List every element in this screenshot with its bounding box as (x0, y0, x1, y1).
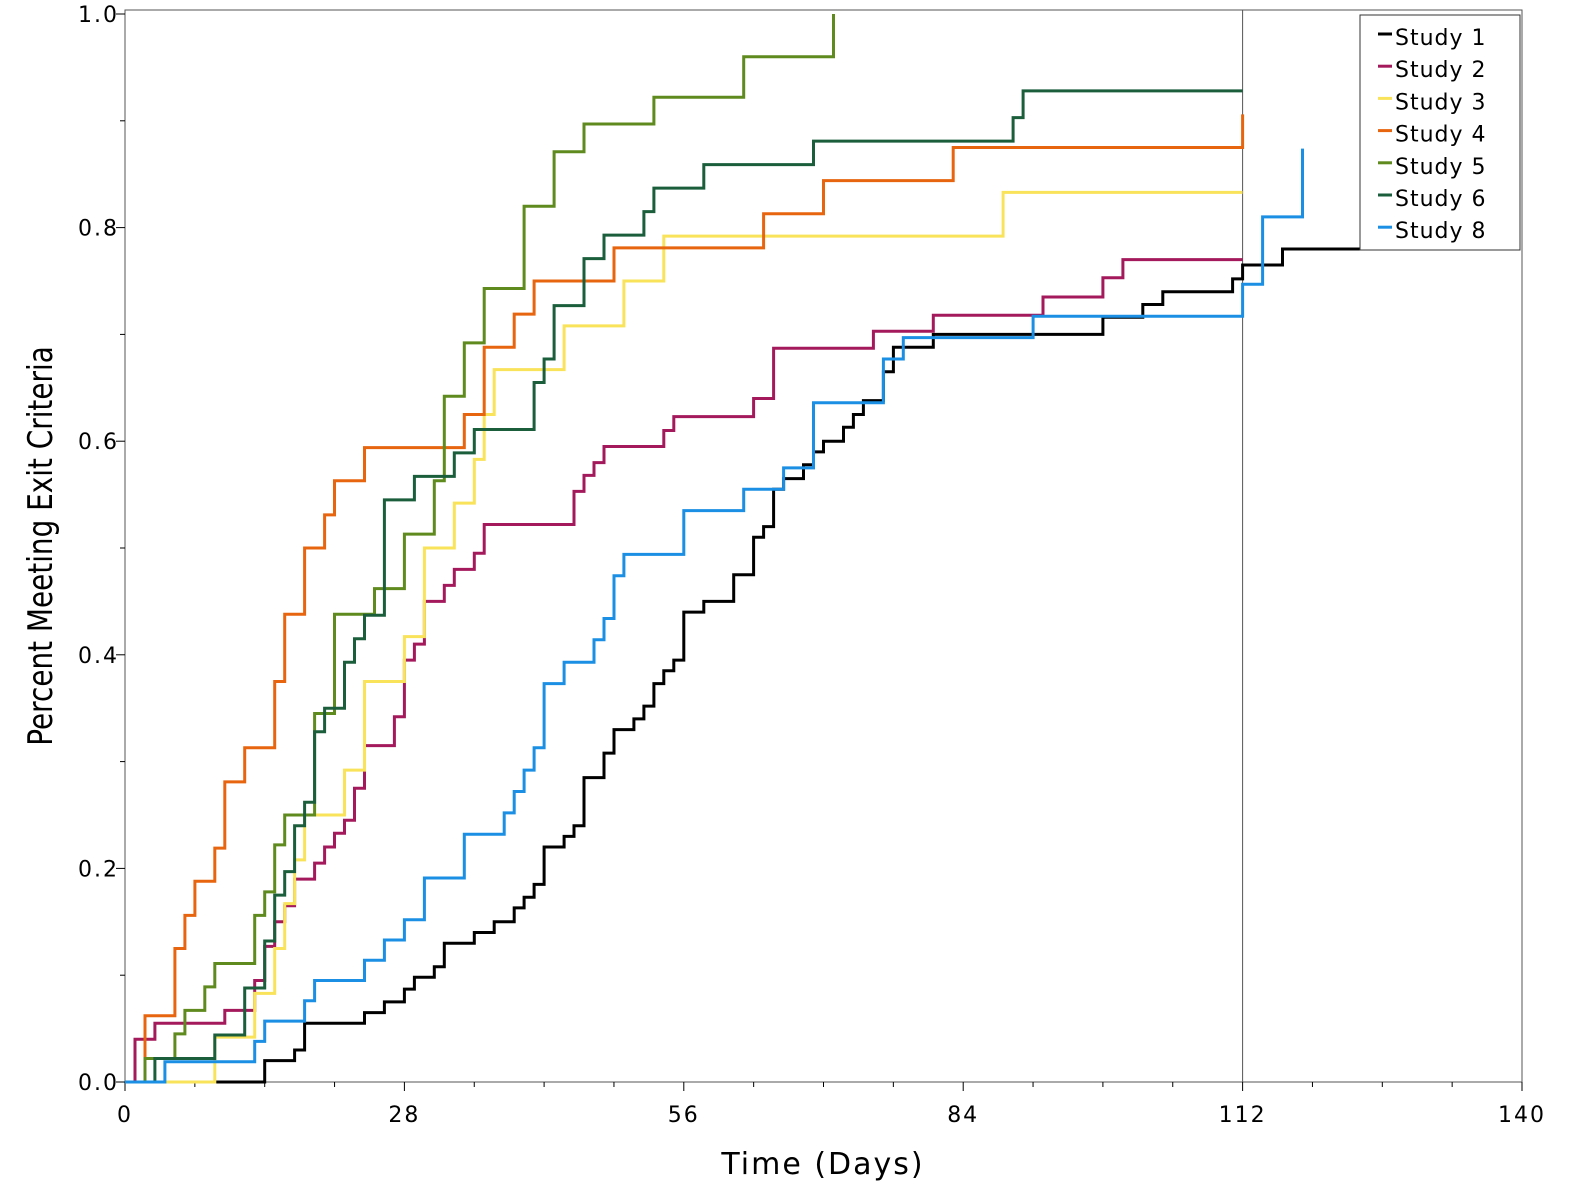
x-tick-label: 140 (1498, 1103, 1546, 1128)
y-axis-title: Percent Meeting Exit Criteria (21, 346, 60, 746)
legend-label: Study 5 (1395, 155, 1487, 180)
series-line-study-8 (125, 148, 1304, 1084)
legend: Study 1 Study 2 Study 3 Study 4 Study 5 Study… (1359, 14, 1521, 251)
series-line-study-6 (125, 89, 1243, 1084)
legend-box (1359, 14, 1521, 251)
legend-label: Study 2 (1395, 58, 1487, 83)
y-tick-label: 0.0 (78, 1071, 119, 1096)
y-tick-label: 0.2 (78, 857, 119, 882)
y-tick-label: 0.8 (78, 217, 119, 242)
series-lines (125, 14, 1363, 1084)
x-tick-label: 112 (1219, 1103, 1267, 1128)
legend-label: Study 3 (1395, 90, 1487, 115)
x-tick-label: 28 (388, 1103, 420, 1128)
y-tick-label: 0.6 (78, 430, 119, 455)
x-tick-label: 84 (947, 1103, 979, 1128)
x-tick-label: 0 (117, 1103, 133, 1128)
series-line-study-4 (125, 114, 1245, 1084)
series-line-study-5 (125, 14, 835, 1084)
legend-label: Study 1 (1395, 26, 1487, 51)
x-axis-title: Time (Days) (720, 1147, 924, 1182)
axis-ticks: 0 28 56 84 112 140 0.0 0.2 0.4 0.6 0.8 1.0 (78, 3, 1546, 1128)
series-line-study-2 (125, 258, 1243, 1084)
y-tick-label: 1.0 (78, 3, 119, 28)
series-line-study-1 (125, 247, 1363, 1084)
plot-frame (124, 9, 1523, 1083)
series-line-study-3 (125, 190, 1243, 1084)
legend-label: Study 6 (1395, 187, 1487, 212)
legend-label: Study 8 (1395, 219, 1487, 244)
y-tick-label: 0.4 (78, 644, 119, 669)
x-tick-label: 56 (668, 1103, 700, 1128)
legend-label: Study 4 (1395, 123, 1487, 148)
